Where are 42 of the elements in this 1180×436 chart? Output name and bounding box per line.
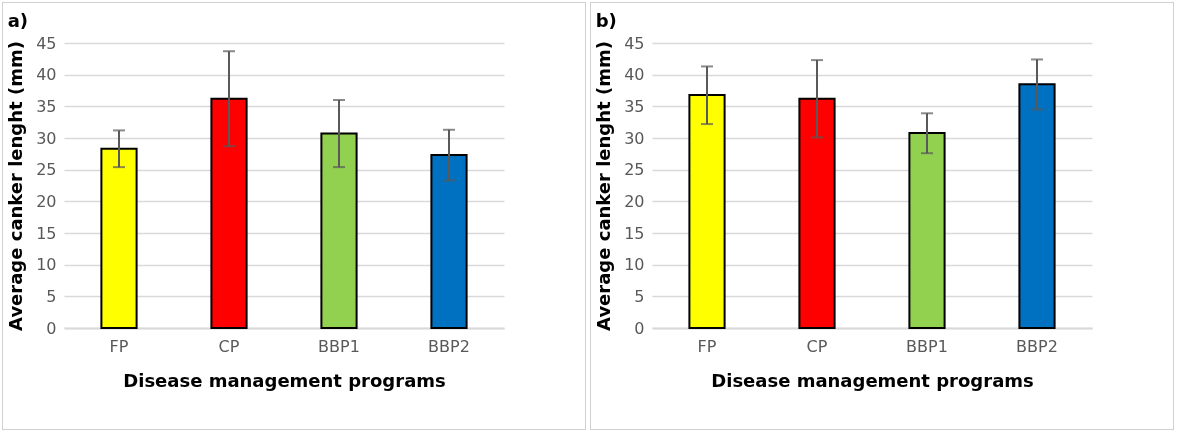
y-tick-label: 15 (624, 223, 645, 243)
chart-title: b) (595, 10, 617, 31)
x-tick-label: FP (109, 336, 129, 356)
y-tick-label: 30 (624, 128, 645, 148)
x-tick-label: CP (218, 336, 240, 356)
x-axis-title: Disease management programs (711, 369, 1034, 391)
y-tick-label: 5 (634, 286, 645, 306)
y-tick-label: 40 (36, 65, 57, 85)
x-tick-label: BBP1 (906, 336, 948, 356)
y-tick-label: 45 (624, 33, 645, 53)
y-tick-label: 20 (624, 191, 645, 211)
y-tick-label: 25 (36, 160, 57, 180)
x-tick-label: BBP2 (1016, 336, 1058, 356)
y-tick-label: 0 (46, 318, 57, 338)
x-tick-label: FP (697, 336, 717, 356)
x-tick-label: BBP2 (428, 336, 470, 356)
bar (100, 147, 138, 329)
y-tick-label: 30 (36, 128, 57, 148)
bar (430, 154, 468, 329)
x-axis-title: Disease management programs (123, 369, 446, 391)
bar (908, 131, 946, 329)
y-tick-label: 10 (36, 255, 57, 275)
y-axis-title: Average canker lenght (mm) (593, 41, 615, 331)
bar (210, 97, 248, 329)
y-tick-label: 35 (36, 96, 57, 116)
x-tick-label: BBP1 (318, 336, 360, 356)
chart-title: a) (7, 10, 29, 31)
y-tick-label: 40 (624, 65, 645, 85)
bar (320, 132, 358, 329)
bar (688, 93, 726, 329)
y-tick-label: 10 (624, 255, 645, 275)
y-tick-label: 0 (634, 318, 645, 338)
y-tick-label: 25 (624, 160, 645, 180)
bar (798, 97, 836, 329)
y-tick-label: 45 (36, 33, 57, 53)
bar (1018, 83, 1056, 329)
x-tick-label: CP (806, 336, 828, 356)
y-axis-title: Average canker lenght (mm) (5, 41, 27, 331)
y-tick-label: 15 (36, 223, 57, 243)
y-tick-label: 35 (624, 96, 645, 116)
y-tick-label: 5 (46, 286, 57, 306)
y-tick-label: 20 (36, 191, 57, 211)
